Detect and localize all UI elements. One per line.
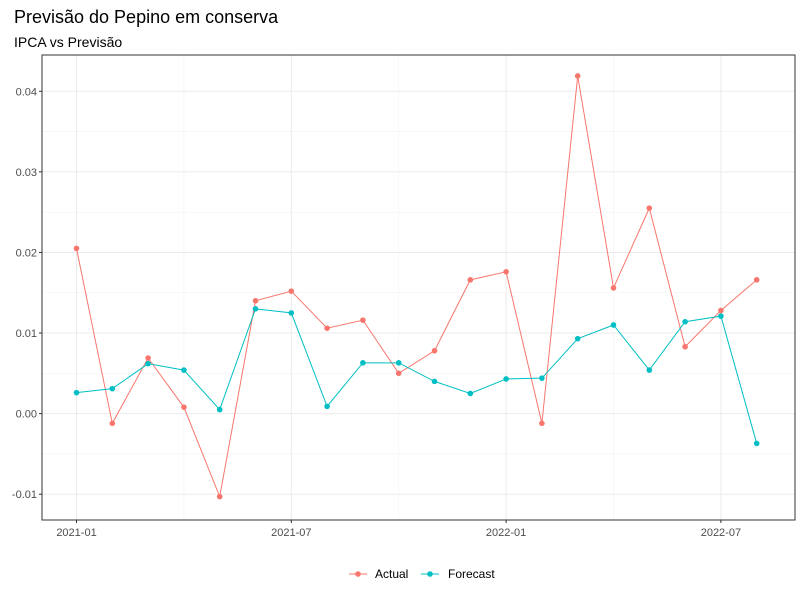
point-forecast xyxy=(395,360,402,366)
axes: -0.01 0.00 0.01 0.02 0.03 0.04 2021-01 2021-07 2… xyxy=(12,86,741,539)
point-actual xyxy=(718,307,724,314)
y-tick-label: -0.01 xyxy=(12,489,37,501)
point-forecast xyxy=(718,313,724,319)
point-forecast xyxy=(145,360,151,367)
point-forecast xyxy=(431,378,438,385)
point-actual xyxy=(360,317,366,323)
point-actual xyxy=(539,420,545,427)
point-actual xyxy=(574,73,581,79)
y-tick-label: 0.03 xyxy=(16,167,37,179)
point-forecast xyxy=(610,322,617,328)
x-tick-label: 2021-07 xyxy=(271,527,311,539)
x-tick-label: 2022-07 xyxy=(701,527,741,539)
point-forecast xyxy=(753,440,760,447)
point-forecast xyxy=(646,367,653,373)
series-line-forecast xyxy=(76,308,758,444)
point-actual xyxy=(395,370,402,377)
grid xyxy=(42,55,795,520)
x-tick-label: 2022-01 xyxy=(486,527,526,539)
point-forecast xyxy=(539,375,545,381)
point-actual xyxy=(753,277,760,283)
point-actual xyxy=(646,205,653,211)
panel-border xyxy=(41,54,796,521)
y-tick-label: 0.00 xyxy=(16,409,37,421)
legend-label-actual: Actual xyxy=(375,567,408,581)
point-actual xyxy=(181,404,187,410)
legend-label-forecast: Forecast xyxy=(448,567,495,581)
point-actual xyxy=(288,288,295,294)
point-actual xyxy=(431,347,438,354)
legend-key-point-forecast xyxy=(427,571,433,577)
series-layer xyxy=(73,73,760,500)
point-actual xyxy=(610,285,617,291)
point-forecast xyxy=(216,406,223,413)
x-tick-label: 2021-01 xyxy=(56,527,96,539)
point-actual xyxy=(503,268,509,275)
point-forecast xyxy=(109,385,116,392)
chart-title: Previsão do Pepino em conserva xyxy=(14,7,279,27)
point-actual xyxy=(324,325,330,331)
point-actual xyxy=(682,343,688,350)
point-forecast xyxy=(252,306,259,312)
series-line-actual xyxy=(76,75,758,499)
legend: Actual Forecast xyxy=(349,567,495,581)
point-forecast xyxy=(574,335,581,342)
point-forecast xyxy=(360,360,366,366)
point-forecast xyxy=(467,390,474,397)
point-forecast xyxy=(503,376,509,382)
point-actual xyxy=(216,493,223,500)
point-forecast xyxy=(324,403,330,410)
point-forecast xyxy=(682,318,688,325)
chart-subtitle: IPCA vs Previsão xyxy=(14,34,122,50)
y-tick-label: 0.02 xyxy=(16,247,37,259)
point-forecast xyxy=(288,310,295,316)
point-actual xyxy=(467,277,474,283)
point-forecast xyxy=(181,367,187,373)
y-tick-label: 0.04 xyxy=(16,86,37,98)
legend-key-point-actual xyxy=(355,571,361,577)
point-actual xyxy=(109,420,116,427)
y-tick-label: 0.01 xyxy=(16,328,37,340)
point-actual xyxy=(73,245,80,252)
point-forecast xyxy=(73,389,80,396)
point-actual xyxy=(252,297,259,304)
point-actual xyxy=(145,355,151,361)
